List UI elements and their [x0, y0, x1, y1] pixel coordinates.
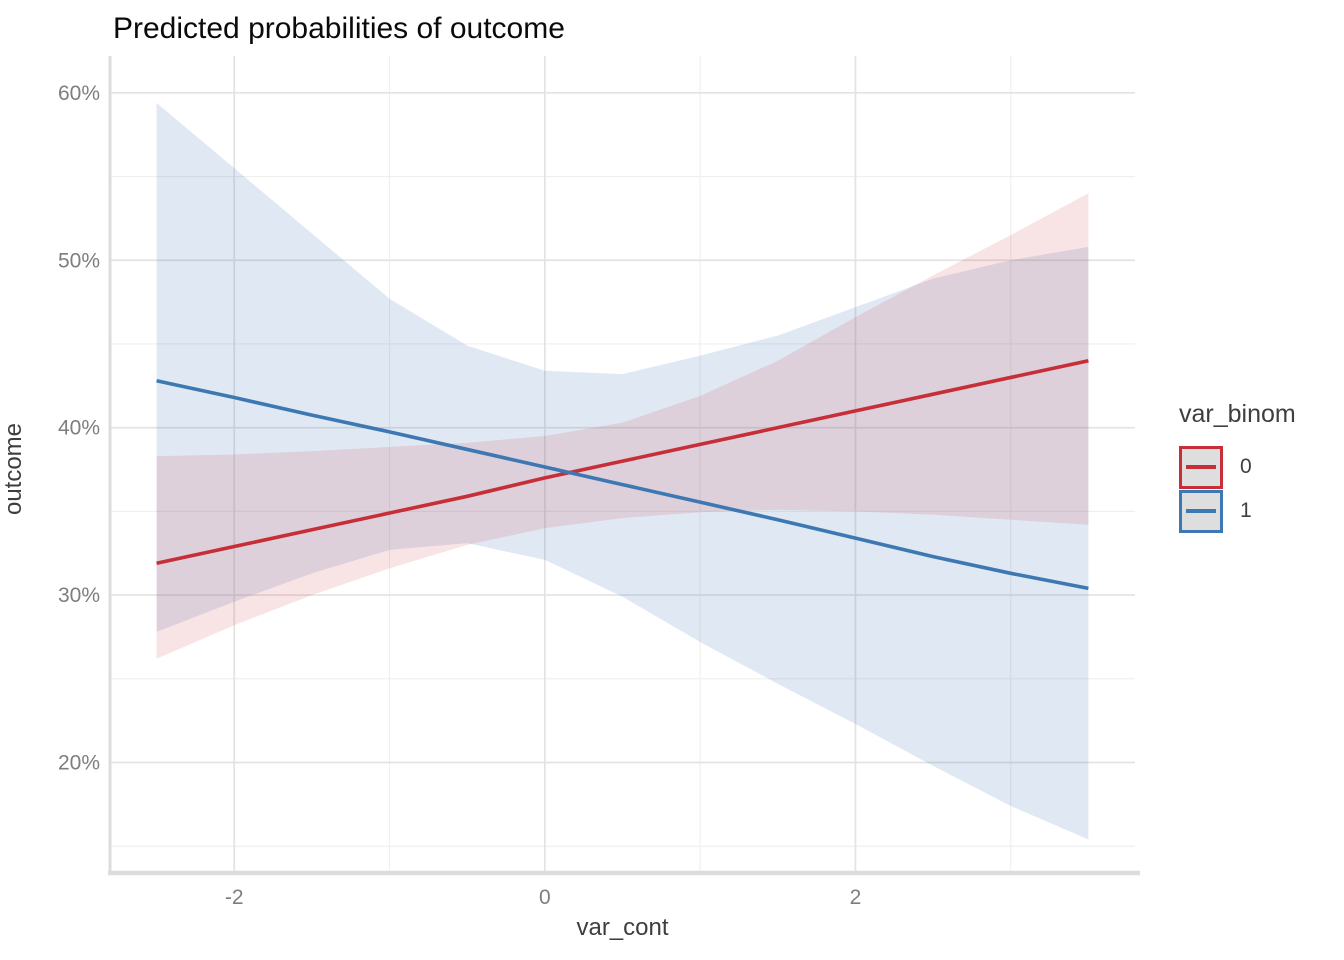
- chart-title: Predicted probabilities of outcome: [113, 12, 565, 45]
- legend-entry-0: 0: [1179, 445, 1296, 489]
- legend-key-line: [1186, 509, 1216, 513]
- ribbon-var-binom-0: [156, 193, 1089, 659]
- legend-entry-label: 0: [1240, 455, 1252, 478]
- y-tick-label: 50%: [58, 249, 100, 272]
- x-tick-label: 0: [539, 886, 551, 909]
- y-tick-label: 40%: [58, 417, 100, 440]
- x-axis-title: var_cont: [576, 914, 669, 941]
- ribbon-var-binom-1: [156, 102, 1089, 840]
- legend-entry-1: 1: [1179, 489, 1296, 533]
- legend-title: var_binom: [1179, 400, 1296, 428]
- y-tick-label: 30%: [58, 584, 100, 607]
- y-tick-label: 20%: [58, 752, 100, 775]
- x-tick-label: -2: [225, 886, 244, 909]
- legend-entry-label: 1: [1240, 499, 1252, 522]
- line-var-binom-0: [156, 358, 1089, 566]
- y-tick-label: 60%: [58, 82, 100, 105]
- x-tick-label: 2: [850, 886, 862, 909]
- legend-key-line: [1186, 465, 1216, 469]
- line-var-binom-1: [156, 379, 1089, 591]
- legend-key-swatch: [1179, 489, 1223, 533]
- legend-key-swatch: [1179, 445, 1223, 489]
- y-axis-title: outcome: [0, 422, 27, 516]
